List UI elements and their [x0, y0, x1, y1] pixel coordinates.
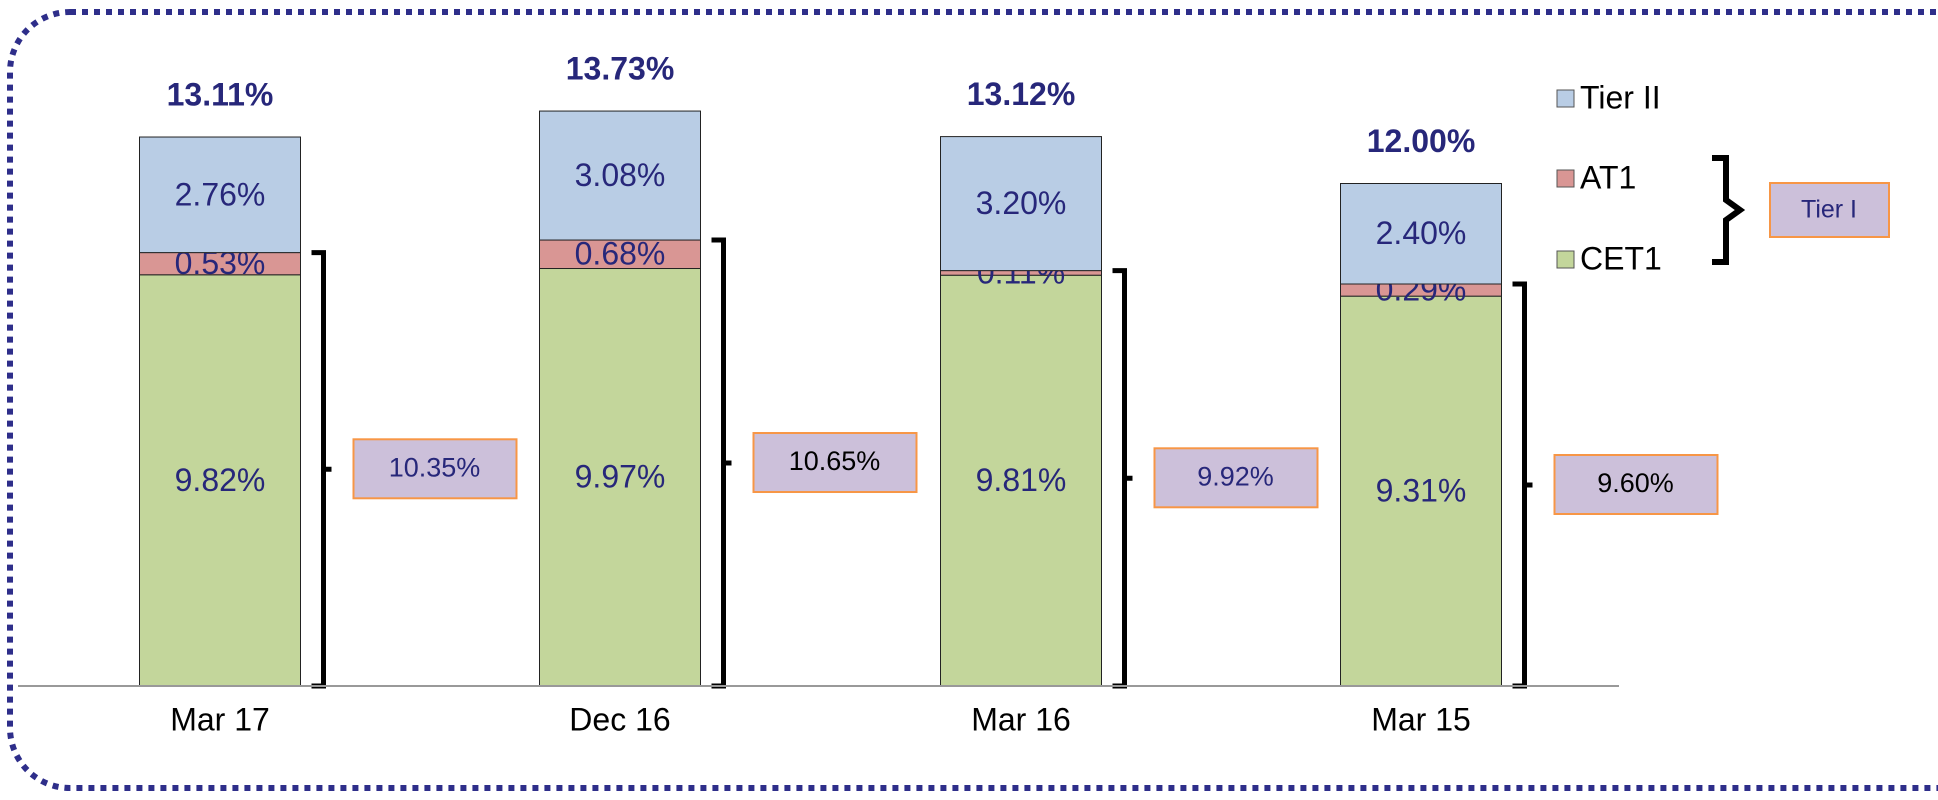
legend-swatch — [1556, 250, 1575, 269]
x-tick-label: Mar 17 — [170, 701, 270, 737]
total-label: 13.73% — [566, 51, 675, 87]
legend-tier1-label: Tier I — [1801, 196, 1857, 224]
legend-tier1-box — [1769, 182, 1890, 238]
x-tick-label: Mar 15 — [1371, 701, 1471, 737]
tier1-label: 10.35% — [389, 452, 481, 482]
value-label: 2.40% — [1376, 215, 1467, 251]
legend-swatch — [1556, 169, 1575, 188]
tier1-bracket — [311, 250, 332, 689]
value-label: 9.31% — [1376, 473, 1467, 509]
tier1-box — [1153, 447, 1319, 509]
tier1-bracket — [1512, 281, 1533, 689]
value-label: 0.68% — [575, 236, 666, 272]
bar-segment — [539, 110, 701, 241]
tier1-label: 9.92% — [1197, 461, 1274, 491]
value-label: 9.81% — [976, 462, 1067, 498]
total-label: 12.00% — [1367, 123, 1476, 159]
legend-label: Tier II — [1580, 79, 1661, 115]
tier1-box — [352, 438, 518, 500]
value-label: 9.97% — [575, 459, 666, 495]
bar-segment — [1340, 183, 1502, 285]
value-label: 3.08% — [575, 157, 666, 193]
legend-label: CET1 — [1580, 240, 1662, 276]
total-label: 13.11% — [167, 76, 274, 112]
bar-segment — [940, 136, 1102, 272]
bar-segment — [1340, 295, 1502, 687]
tier1-box — [1553, 454, 1719, 515]
bar-segment — [539, 239, 701, 270]
tier1-bracket — [711, 237, 732, 689]
tier1-bracket — [1112, 268, 1133, 689]
bar-segment — [539, 268, 701, 687]
tier1-box — [752, 432, 918, 494]
tier1-label: 9.60% — [1597, 468, 1674, 498]
total-label: 13.12% — [967, 76, 1076, 112]
bar-segment — [940, 274, 1102, 687]
bar-segment — [139, 274, 301, 687]
value-label: 9.82% — [175, 462, 266, 498]
legend-brace — [1712, 155, 1746, 265]
tier1-label: 10.65% — [789, 446, 881, 476]
x-tick-label: Dec 16 — [569, 701, 670, 737]
value-label: 2.76% — [175, 176, 266, 212]
bar-segment — [139, 136, 301, 254]
value-label: 3.20% — [976, 185, 1067, 221]
frame — [7, 9, 1938, 791]
legend-label: AT1 — [1580, 159, 1636, 195]
x-tick-label: Mar 16 — [971, 701, 1071, 737]
legend-swatch — [1556, 89, 1575, 108]
